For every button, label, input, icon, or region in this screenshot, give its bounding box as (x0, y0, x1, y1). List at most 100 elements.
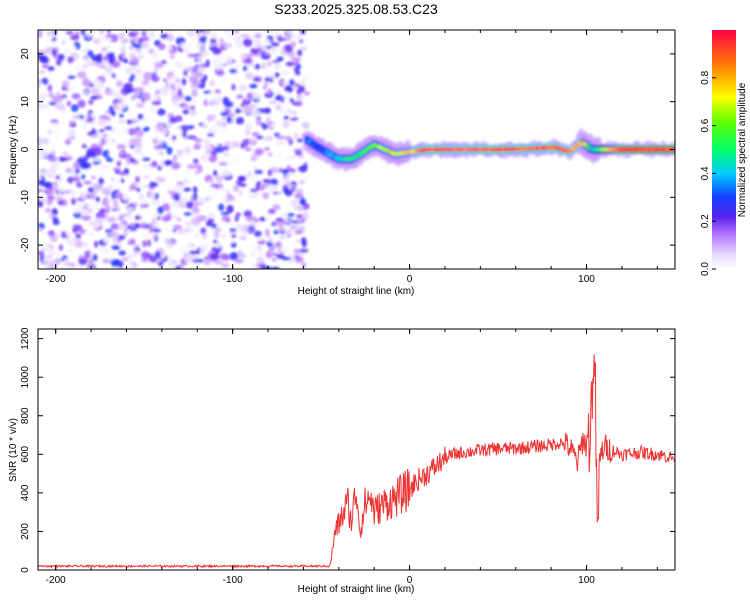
noise-blob (179, 58, 184, 65)
noise-blob (164, 227, 170, 232)
noise-blob (203, 99, 208, 107)
noise-blob (296, 88, 301, 95)
noise-blob (135, 143, 143, 149)
noise-blob (271, 266, 280, 269)
noise-blob (193, 203, 198, 212)
noise-blob (47, 230, 56, 237)
noise-blob (261, 46, 267, 50)
noise-blob (262, 179, 271, 183)
noise-blob (62, 151, 68, 156)
noise-blob (139, 153, 146, 158)
noise-blob (267, 169, 273, 177)
noise-blob (231, 59, 236, 64)
noise-blob (254, 33, 262, 39)
noise-blob (216, 149, 224, 153)
noise-blob (164, 30, 175, 33)
noise-blob (214, 191, 219, 200)
noise-blob (221, 169, 232, 178)
noise-blob (208, 179, 214, 184)
noise-blob (216, 70, 225, 77)
noise-blob (113, 209, 121, 219)
noise-blob (102, 150, 112, 159)
noise-blob (254, 148, 264, 156)
noise-blob (211, 103, 219, 111)
noise-blob (131, 118, 139, 124)
noise-blob (171, 203, 180, 208)
noise-blob (252, 92, 262, 100)
noise-blob (211, 223, 217, 229)
noise-blob (239, 54, 247, 60)
noise-blob (173, 224, 183, 230)
noise-blob (248, 139, 258, 146)
noise-blob (157, 43, 166, 50)
noise-blob (274, 62, 281, 70)
noise-blob (123, 57, 129, 64)
noise-blob (97, 47, 103, 52)
noise-blob (116, 144, 126, 150)
noise-blob (207, 212, 215, 221)
noise-blob (165, 160, 173, 164)
noise-blob (301, 122, 310, 129)
noise-blob (119, 113, 124, 118)
noise-blob (63, 72, 72, 76)
noise-blob (223, 101, 234, 108)
noise-blob (130, 73, 136, 80)
noise-blob (249, 188, 258, 193)
noise-blob (112, 176, 121, 183)
noise-blob (115, 80, 124, 88)
noise-blob (275, 241, 282, 248)
noise-blob (259, 216, 266, 222)
noise-blob (273, 154, 283, 158)
noise-blob (151, 182, 159, 187)
noise-blob (182, 131, 187, 138)
noise-blob (256, 47, 262, 52)
noise-blob (298, 95, 307, 100)
noise-blob (218, 37, 225, 45)
noise-blob (142, 239, 147, 248)
noise-blob (179, 197, 185, 205)
noise-blob (65, 85, 74, 89)
noise-blob (165, 215, 172, 221)
noise-blob (262, 88, 269, 93)
noise-blob (98, 212, 106, 219)
noise-blob (293, 248, 301, 255)
noise-blob (148, 254, 158, 263)
noise-blob (132, 91, 140, 97)
noise-blob (246, 114, 251, 121)
noise-blob (65, 30, 74, 35)
noise-blob (135, 129, 144, 138)
noise-blob (218, 124, 228, 132)
noise-blob (231, 83, 236, 91)
noise-blob (140, 30, 148, 33)
noise-blob (38, 188, 44, 193)
noise-blob (212, 48, 222, 55)
noise-blob (210, 253, 220, 261)
noise-blob (97, 220, 105, 224)
noise-blob (62, 49, 72, 55)
noise-blob (299, 30, 306, 35)
y-tick-label: 0 (20, 146, 31, 152)
noise-blob (114, 73, 120, 78)
noise-blob (83, 89, 89, 97)
colorbar-gradient (712, 30, 736, 269)
noise-blob (203, 143, 212, 150)
noise-blob (157, 151, 165, 156)
noise-blob (298, 180, 306, 185)
noise-blob (244, 72, 254, 80)
noise-blob (151, 212, 160, 218)
noise-blob (197, 197, 207, 204)
noise-blob (136, 187, 141, 192)
noise-blob (294, 204, 304, 210)
x-tick-label: -100 (223, 274, 243, 285)
noise-blob (301, 262, 307, 269)
colorbar-tick-label: 0.6 (700, 118, 711, 132)
noise-blob (291, 84, 298, 91)
x-tick-label: 100 (578, 274, 595, 285)
noise-blob (176, 217, 182, 222)
noise-blob (240, 107, 245, 112)
noise-blob (302, 176, 311, 181)
noise-blob (78, 257, 88, 266)
noise-blob (246, 161, 252, 167)
noise-blob (177, 88, 183, 97)
